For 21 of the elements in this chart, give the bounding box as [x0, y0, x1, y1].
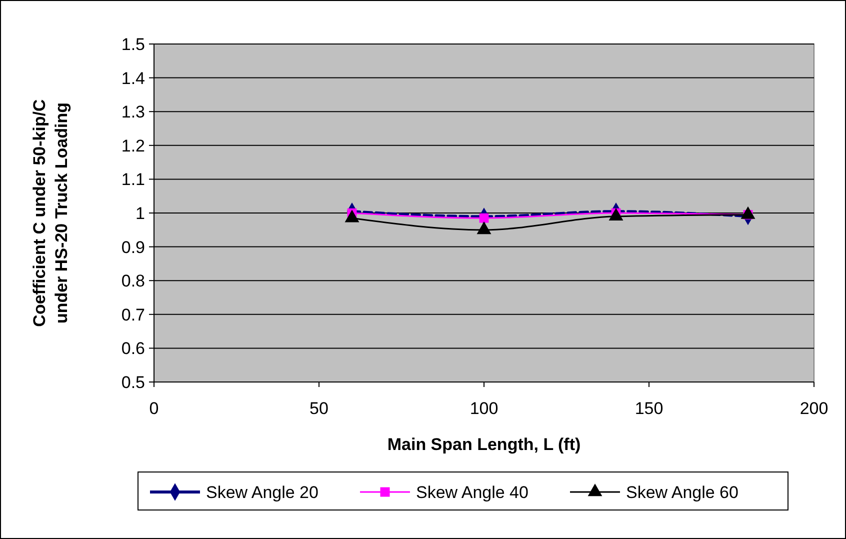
- y-tick-label: 1.3: [121, 102, 145, 122]
- y-tick-label: 1.4: [121, 68, 145, 88]
- y-tick-label: 0.8: [121, 272, 145, 291]
- legend-label: Skew Angle 60: [626, 482, 738, 502]
- legend-label: Skew Angle 20: [206, 482, 318, 502]
- x-tick-label: 100: [470, 399, 498, 418]
- y-tick-label: 1.2: [121, 136, 145, 156]
- y-axis-title: Coefficient C under 50-kip/C under HS-20 Truck Loading: [30, 99, 71, 327]
- y-tick-label: 0.6: [121, 339, 145, 358]
- y-tick-label: 0.7: [121, 305, 145, 324]
- x-tick-label: 50: [310, 399, 328, 418]
- x-axis-title: Main Span Length, L (ft): [387, 435, 581, 454]
- y-tick-label: 0.9: [121, 238, 145, 257]
- x-tick-label: 200: [800, 399, 828, 418]
- legend-label: Skew Angle 40: [416, 482, 528, 502]
- x-tick-label: 150: [634, 399, 664, 418]
- y-tick-label: 1.1: [121, 170, 145, 190]
- x-tick-label: 0: [149, 399, 159, 418]
- y-tick-label: 1: [136, 204, 145, 223]
- y-tick-label: 1.5: [121, 34, 145, 54]
- y-tick-label: 0.5: [121, 372, 145, 392]
